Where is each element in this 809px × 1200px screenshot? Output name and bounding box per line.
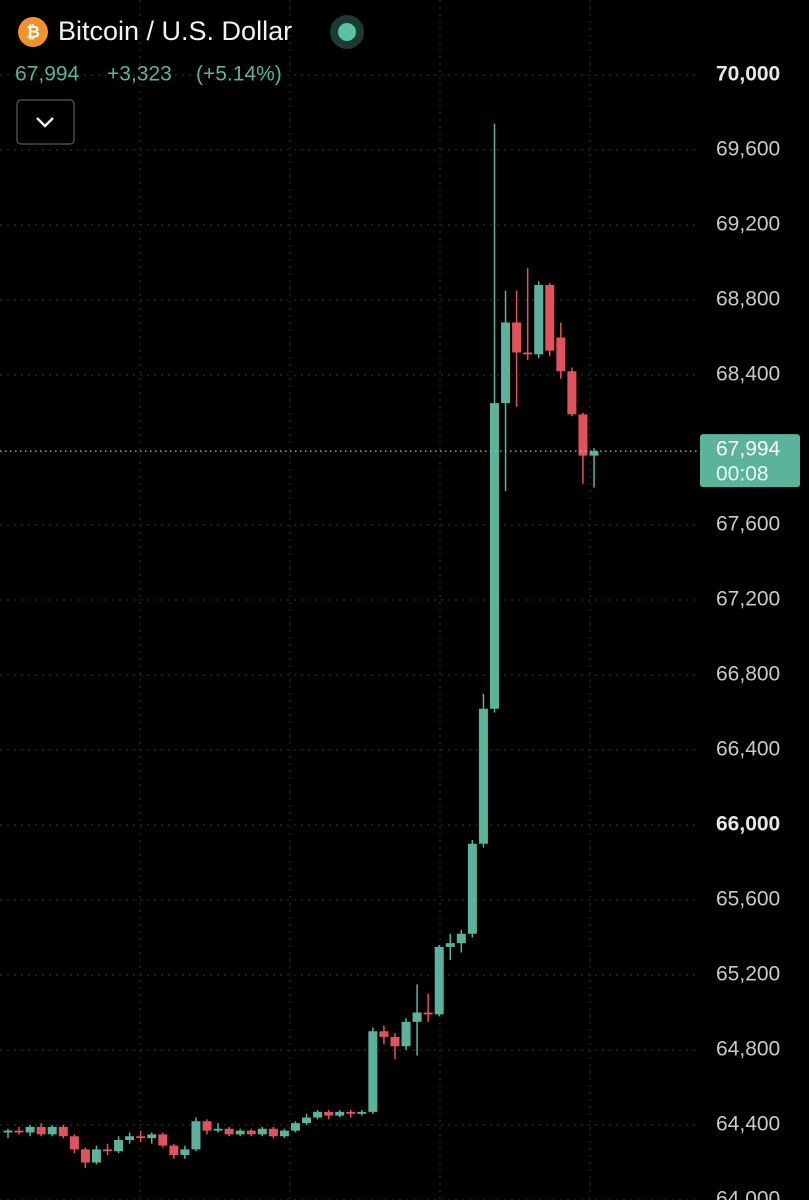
y-tick-label: 69,200 (716, 213, 780, 236)
candle-body (534, 285, 544, 355)
countdown-label: 00:08 (716, 463, 769, 486)
candle-body (567, 371, 577, 415)
candle-body (268, 1128, 278, 1137)
candle-body (556, 337, 566, 372)
candle-body (14, 1130, 24, 1133)
candle-body (445, 943, 455, 947)
y-tick-label: 64,800 (716, 1038, 780, 1061)
candle-body (191, 1121, 201, 1150)
candle-body (401, 1021, 411, 1047)
symbol-title: Bitcoin / U.S. Dollar (58, 16, 292, 46)
candle-body (324, 1111, 334, 1116)
candle-body (125, 1136, 135, 1140)
header: ₿ Bitcoin / U.S. Dollar 67,994 +3,323 (+… (15, 15, 364, 145)
y-tick-label: 64,400 (716, 1113, 780, 1136)
candle-body (335, 1111, 345, 1116)
candle-body (47, 1126, 57, 1135)
candle-body (69, 1136, 79, 1150)
header-change-pct: (+5.14%) (196, 63, 282, 86)
candle-body (80, 1149, 90, 1163)
candle-body (467, 843, 477, 934)
bitcoin-glyph: ₿ (26, 22, 40, 41)
y-tick-label: 65,600 (716, 888, 780, 911)
candle-body (368, 1031, 378, 1112)
y-tick-label: 64,000 (716, 1188, 780, 1200)
candle-body (58, 1126, 68, 1137)
last-price-label: 67,994 (716, 438, 781, 461)
candle-body (136, 1136, 146, 1139)
candle-body (512, 322, 522, 353)
candle-body (589, 451, 599, 456)
header-change: +3,323 (107, 63, 172, 86)
y-tick-label: 68,400 (716, 363, 780, 386)
candle-body (302, 1117, 312, 1124)
candle-body (103, 1149, 113, 1152)
y-tick-label: 65,200 (716, 963, 780, 986)
y-tick-label: 66,400 (716, 738, 780, 761)
candle-body (523, 352, 533, 355)
plot: 64,000 64,400 64,800 65,200 65,600 66,000 66,4… (0, 63, 800, 1200)
y-tick-label: 66,000 (716, 813, 780, 836)
candle-body (257, 1128, 267, 1135)
candle-body (246, 1130, 256, 1135)
y-tick-label: 67,200 (716, 588, 780, 611)
candle-body (213, 1128, 223, 1131)
candle-body (279, 1130, 289, 1137)
candle-body (91, 1149, 101, 1163)
candle-body (180, 1149, 190, 1155)
candle-body (290, 1123, 300, 1131)
candle-body (25, 1126, 35, 1133)
candle-body (313, 1111, 323, 1118)
y-tick-label: 66,800 (716, 663, 780, 686)
candle-body (36, 1126, 46, 1135)
candle-body (169, 1145, 179, 1155)
candle-body (147, 1134, 157, 1139)
candle-body (578, 414, 588, 456)
y-tick-label: 70,000 (716, 63, 780, 86)
candle-body (501, 322, 511, 404)
candle-body (390, 1036, 400, 1047)
candle-body (456, 933, 466, 944)
chevron-icon (36, 117, 54, 128)
candle-body (202, 1121, 212, 1131)
y-tick-label: 67,600 (716, 513, 780, 536)
candle-body (545, 285, 555, 351)
y-tick-label: 69,600 (716, 138, 780, 161)
candle-body (379, 1031, 389, 1037)
candle-body (114, 1140, 124, 1152)
candle-body (346, 1111, 356, 1114)
y-tick-label: 68,800 (716, 288, 780, 311)
candle-body (489, 403, 499, 709)
collapse-button[interactable] (16, 99, 75, 145)
candle-body (3, 1130, 13, 1133)
candle-body (357, 1111, 367, 1114)
status-dot (338, 23, 356, 41)
candle-body (423, 1012, 433, 1015)
candle-body (235, 1130, 245, 1135)
bitcoin-icon (18, 17, 48, 47)
candle-body (224, 1128, 234, 1135)
last-price-box (700, 434, 800, 488)
candle-body (158, 1134, 168, 1146)
candle-body (434, 946, 444, 1015)
candle-body (478, 708, 488, 844)
header-price: 67,994 (15, 63, 80, 86)
candle-body (412, 1012, 422, 1022)
